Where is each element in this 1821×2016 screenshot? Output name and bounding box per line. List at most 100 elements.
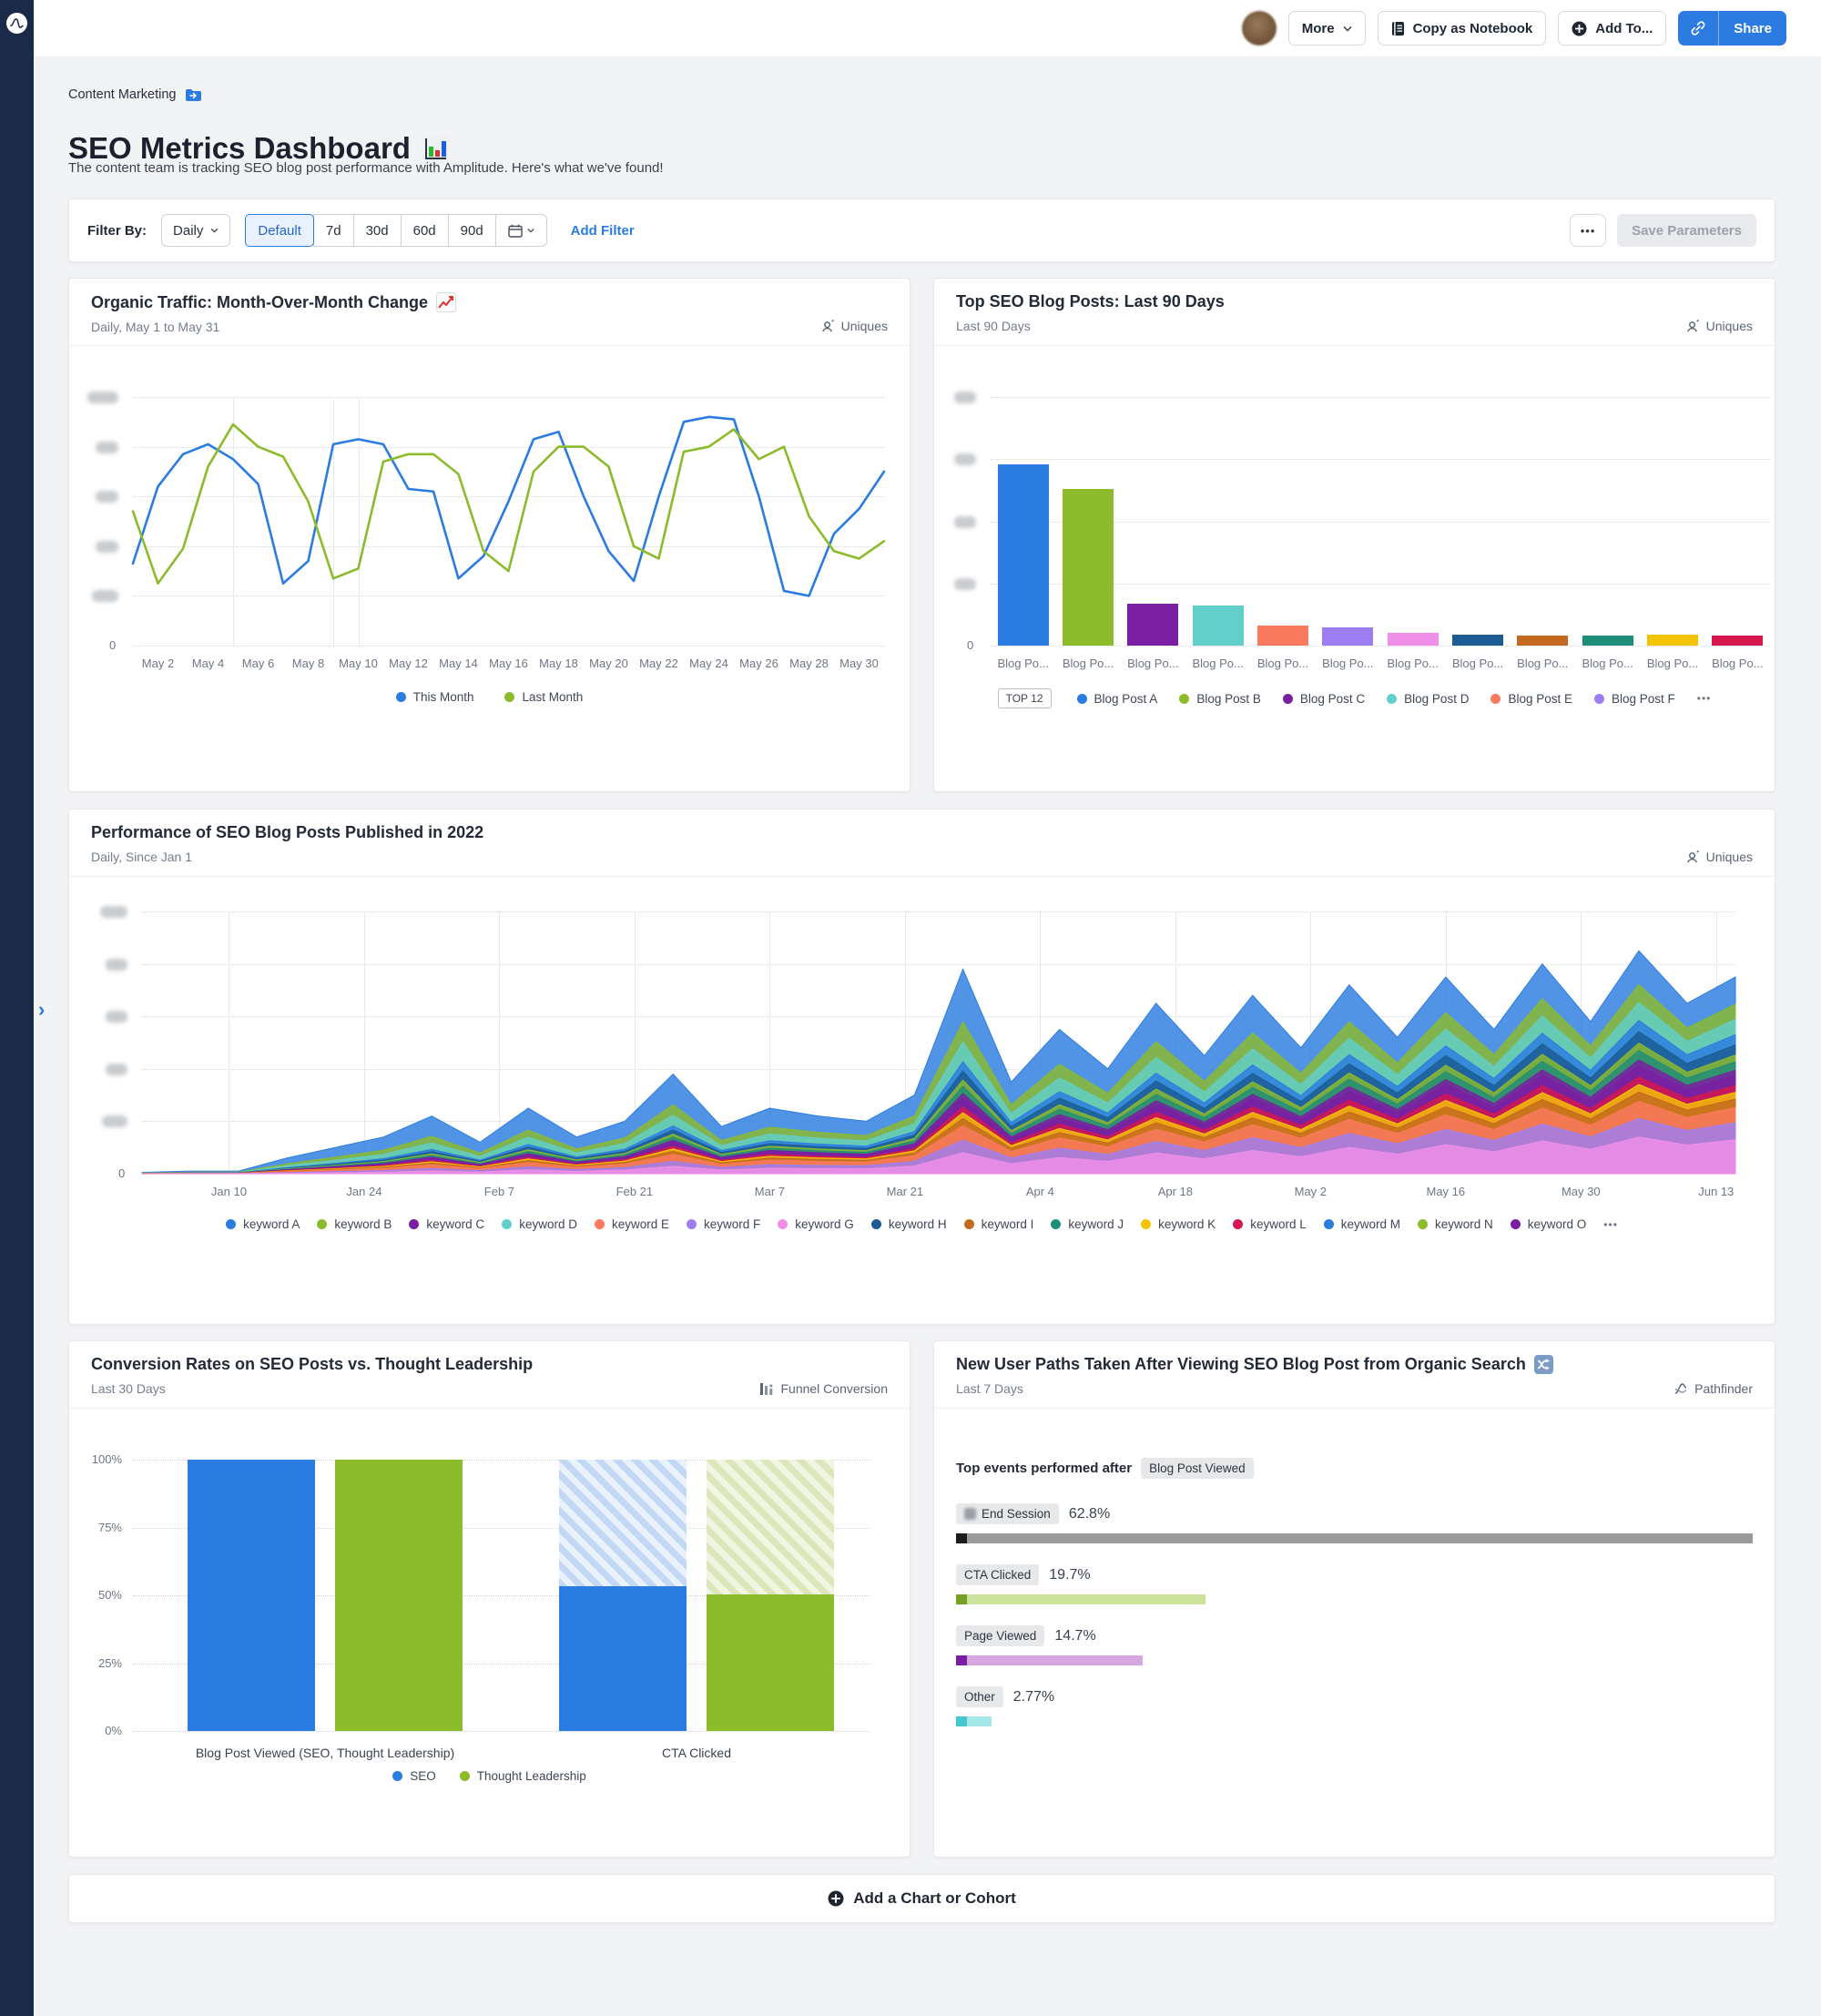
funnel-bar-thought-leadership[interactable] [707, 1460, 834, 1731]
chart-mode-pathfinder[interactable]: Pathfinder [1673, 1381, 1753, 1396]
legend-item-blog-post-a[interactable]: Blog Post A [1076, 692, 1157, 706]
legend-item-keyword-o[interactable]: keyword O [1510, 1217, 1586, 1231]
y-axis-label: 50% [97, 1588, 122, 1602]
preset-default[interactable]: Default [245, 214, 314, 247]
funnel-bar-seo[interactable] [188, 1460, 315, 1731]
legend-item-blog-post-d[interactable]: Blog Post D [1387, 692, 1469, 706]
legend-item-seo[interactable]: SEO [392, 1769, 436, 1783]
custom-date-range-button[interactable] [494, 214, 547, 247]
legend-item-keyword-e[interactable]: keyword E [594, 1217, 669, 1231]
x-axis-label: Blog Po... [1127, 657, 1179, 670]
redacted-y-axis-label [106, 958, 127, 971]
legend-item-keyword-h[interactable]: keyword H [870, 1217, 947, 1231]
copy-as-notebook-button[interactable]: Copy as Notebook [1377, 11, 1547, 46]
x-axis-label: May 22 [639, 657, 678, 670]
add-to-button[interactable]: Add To... [1558, 11, 1667, 46]
x-axis-gridline [634, 911, 636, 1174]
filter-more-options-button[interactable]: ••• [1570, 214, 1607, 247]
event-chip-end-session[interactable]: End Session [956, 1503, 1059, 1524]
bar-top-12-rank-11[interactable] [1647, 635, 1698, 646]
chart-title[interactable]: Organic Traffic: Month-Over-Month Change [91, 292, 888, 312]
legend-item-keyword-k[interactable]: keyword K [1141, 1217, 1216, 1231]
legend-item-blog-post-b[interactable]: Blog Post B [1179, 692, 1261, 706]
bar-top-12-rank-2[interactable] [1063, 489, 1114, 646]
chart-mode-uniques[interactable]: Uniques [1686, 319, 1753, 333]
preset-60d[interactable]: 60d [400, 214, 449, 247]
share-button[interactable]: Share [1719, 11, 1786, 46]
legend-label: Blog Post E [1508, 691, 1572, 706]
event-chip-page-viewed[interactable]: Page Viewed [956, 1625, 1045, 1646]
add-chart-or-cohort-button[interactable]: Add a Chart or Cohort [68, 1874, 1775, 1923]
more-button[interactable]: More [1287, 11, 1366, 46]
event-chip-blog-post-viewed[interactable]: Blog Post Viewed [1141, 1458, 1254, 1479]
legend-item-thought-leadership[interactable]: Thought Leadership [459, 1769, 586, 1783]
bar-top-12-rank-3[interactable] [1127, 603, 1179, 646]
bar-top-12-rank-1[interactable] [997, 463, 1049, 646]
event-chip-cta-clicked[interactable]: CTA Clicked [956, 1564, 1040, 1585]
amplitude-logo[interactable] [6, 13, 27, 34]
legend-more-button[interactable]: ••• [1696, 692, 1712, 705]
x-axis-gridline [499, 911, 501, 1174]
legend-item-keyword-b[interactable]: keyword B [317, 1217, 392, 1231]
legend-item-keyword-l[interactable]: keyword L [1233, 1217, 1307, 1231]
chart-title[interactable]: Performance of SEO Blog Posts Published … [91, 823, 1753, 842]
legend-label: keyword F [704, 1217, 761, 1231]
line-series-last-month [133, 424, 884, 584]
bar-top-12-rank-8[interactable] [1452, 634, 1503, 646]
breadcrumb[interactable]: Content Marketing [68, 87, 202, 102]
sidebar-expand-chevron[interactable]: › [38, 998, 46, 1021]
legend-item-blog-post-f[interactable]: Blog Post F [1594, 692, 1675, 706]
page-subtitle: The content team is tracking SEO blog po… [68, 160, 664, 176]
interval-dropdown[interactable]: Daily [161, 214, 231, 247]
legend-label: keyword C [426, 1217, 485, 1231]
bar-top-12-rank-6[interactable] [1322, 626, 1374, 646]
bar-top-12-rank-7[interactable] [1387, 633, 1439, 646]
legend-item-keyword-m[interactable]: keyword M [1323, 1217, 1400, 1231]
chart-mode-uniques[interactable]: Uniques [821, 319, 888, 333]
legend-item-keyword-a[interactable]: keyword A [226, 1217, 300, 1231]
legend-item-keyword-n[interactable]: keyword N [1417, 1217, 1493, 1231]
legend-item-blog-post-c[interactable]: Blog Post C [1282, 692, 1365, 706]
bar-top-12-rank-12[interactable] [1712, 635, 1764, 646]
chart-mode-funnel[interactable]: Funnel Conversion [759, 1381, 888, 1396]
chart-mode-uniques[interactable]: Uniques [1686, 850, 1753, 864]
move-to-folder-icon[interactable] [185, 88, 202, 102]
bar-top-12-rank-5[interactable] [1257, 626, 1308, 646]
shuffle-emoji [1533, 1355, 1553, 1374]
legend-item-keyword-c[interactable]: keyword C [409, 1217, 484, 1231]
copy-link-button[interactable] [1678, 11, 1720, 46]
legend-item-keyword-j[interactable]: keyword J [1051, 1217, 1124, 1231]
gridline [133, 1663, 870, 1665]
chart-increasing-emoji [436, 292, 457, 312]
bar-top-12-rank-10[interactable] [1582, 635, 1633, 646]
legend-item-keyword-f[interactable]: keyword F [687, 1217, 760, 1231]
legend-item-this-month[interactable]: This Month [395, 690, 473, 704]
card-header: Performance of SEO Blog Posts Published … [69, 809, 1775, 877]
x-axis-label: Jan 24 [346, 1185, 382, 1198]
legend-item-blog-post-e[interactable]: Blog Post E [1490, 692, 1572, 706]
pathfinder-bar-segment [967, 1716, 992, 1726]
legend-item-last-month[interactable]: Last Month [504, 690, 583, 704]
legend-item-keyword-i[interactable]: keyword I [963, 1217, 1033, 1231]
legend-item-keyword-g[interactable]: keyword G [778, 1217, 854, 1231]
event-chip-label: Other [964, 1690, 995, 1704]
event-chip-other[interactable]: Other [956, 1686, 1003, 1707]
legend-more-button[interactable]: ••• [1603, 1217, 1618, 1231]
bar-top-12-rank-4[interactable] [1192, 606, 1244, 646]
preset-90d[interactable]: 90d [447, 214, 496, 247]
pathfinder-bar [956, 1533, 1753, 1543]
preset-30d[interactable]: 30d [352, 214, 402, 247]
preset-7d[interactable]: 7d [312, 214, 354, 247]
funnel-bar-seo[interactable] [559, 1460, 687, 1731]
funnel-bar-thought-leadership[interactable] [335, 1460, 463, 1731]
save-parameters-button[interactable]: Save Parameters [1617, 214, 1756, 247]
user-avatar[interactable] [1241, 11, 1277, 46]
chart-title[interactable]: Conversion Rates on SEO Posts vs. Though… [91, 1355, 888, 1374]
chart-title[interactable]: Top SEO Blog Posts: Last 90 Days [956, 292, 1753, 311]
chart-title[interactable]: New User Paths Taken After Viewing SEO B… [956, 1355, 1753, 1374]
add-filter-link[interactable]: Add Filter [570, 222, 635, 239]
legend-dot [1510, 1219, 1521, 1229]
bar-top-12-rank-9[interactable] [1517, 635, 1569, 646]
legend-item-keyword-d[interactable]: keyword D [502, 1217, 577, 1231]
pathfinder-chip-line: Page Viewed 14.7% [956, 1625, 1753, 1646]
